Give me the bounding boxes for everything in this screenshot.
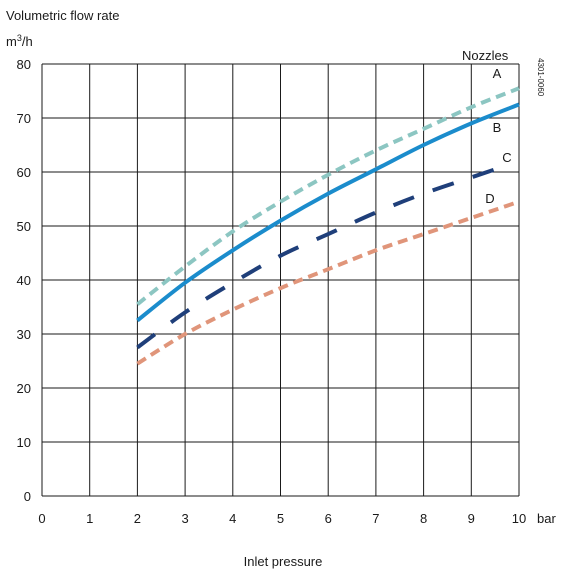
series-line-b (136, 102, 520, 323)
y-tick-label: 30 (17, 327, 31, 342)
x-tick-label: 4 (229, 511, 236, 526)
series-labels: A BC D (485, 66, 511, 206)
x-tick-label: 3 (181, 511, 188, 526)
y-tick-label: 40 (17, 273, 31, 288)
y-axis-label: Volumetric flow rate (6, 8, 119, 23)
y-tick-label: 70 (17, 111, 31, 126)
series-lines (136, 86, 520, 366)
x-tick-label: 10 (512, 511, 526, 526)
x-tick-labels: 0 1 2 3 4 5 6 7 8 9 10 (38, 511, 526, 526)
x-tick-label: 7 (372, 511, 379, 526)
grid (41, 63, 520, 497)
x-axis-label: Inlet pressure (244, 554, 323, 569)
x-tick-label: 6 (325, 511, 332, 526)
y-tick-label: 60 (17, 165, 31, 180)
series-label-c: C (502, 150, 511, 165)
series-label-b: B (493, 120, 502, 135)
y-tick-label: 80 (17, 57, 31, 72)
y-tick-label: 10 (17, 435, 31, 450)
x-unit-label: bar (537, 511, 556, 526)
x-tick-label: 8 (420, 511, 427, 526)
x-tick-label: 5 (277, 511, 284, 526)
series-label-d: D (485, 191, 494, 206)
y-tick-label: 50 (17, 219, 31, 234)
y-tick-labels: 0 10 20 30 40 50 60 70 80 (17, 57, 31, 504)
series-line-c (136, 167, 496, 350)
series-line-d (136, 199, 520, 366)
x-tick-label: 1 (86, 511, 93, 526)
series-label-a: A (493, 66, 502, 81)
y-tick-label: 0 (24, 489, 31, 504)
x-tick-label: 9 (468, 511, 475, 526)
x-tick-label: 2 (134, 511, 141, 526)
x-tick-label: 0 (38, 511, 45, 526)
figure-code: 4301-0060 (536, 58, 545, 97)
legend-title: Nozzles (462, 48, 509, 63)
y-axis-unit: m3/h (6, 33, 33, 49)
series-line-a (136, 86, 520, 306)
y-tick-label: 20 (17, 381, 31, 396)
